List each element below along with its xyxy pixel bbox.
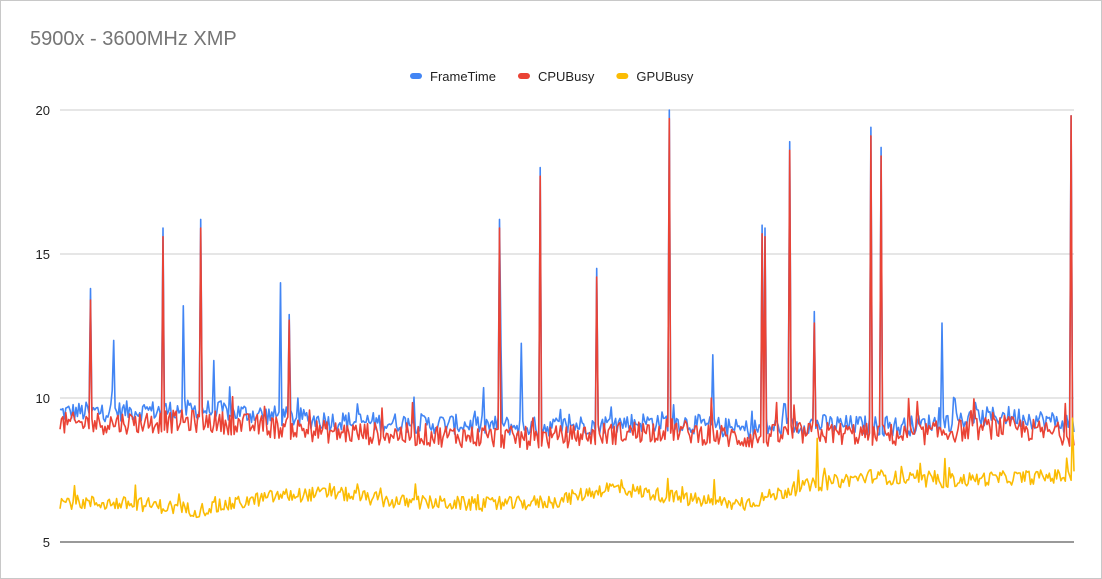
- series-line-cpubusy: [59, 115, 1075, 450]
- series-line-gpubusy: [59, 417, 1075, 519]
- gridlines: [60, 109, 1074, 543]
- series-line-frametime: [59, 109, 1075, 440]
- legend-swatch-cpubusy: [517, 73, 530, 79]
- y-tick-label: 5: [43, 535, 50, 550]
- legend-label-gpubusy: GPUBusy: [636, 69, 694, 84]
- legend-label-cpubusy: CPUBusy: [538, 69, 595, 84]
- y-tick-label: 15: [36, 247, 50, 262]
- y-axis-ticks: 5 10 15 20: [36, 103, 50, 550]
- legend-label-frametime: FrameTime: [430, 69, 496, 84]
- legend-swatch-gpubusy: [616, 73, 629, 79]
- series-lines: [59, 109, 1075, 519]
- legend: FrameTime CPUBusy GPUBusy: [410, 69, 694, 84]
- chart-title: 5900x - 3600MHz XMP: [30, 28, 237, 50]
- legend-swatch-frametime: [410, 73, 422, 79]
- y-tick-label: 20: [36, 103, 50, 118]
- y-tick-label: 10: [36, 391, 50, 406]
